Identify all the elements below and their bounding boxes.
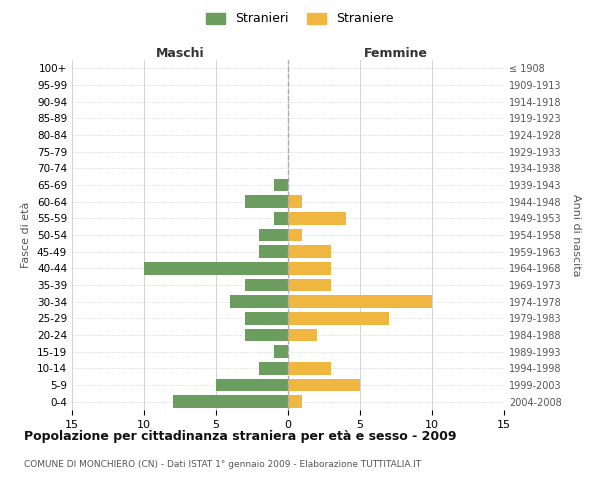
Bar	[216, 379, 288, 391]
Bar	[274, 212, 288, 224]
Bar	[288, 296, 432, 308]
Text: Femmine: Femmine	[364, 47, 428, 60]
Bar	[288, 379, 360, 391]
Bar	[288, 229, 302, 241]
Legend: Stranieri, Straniere: Stranieri, Straniere	[203, 8, 397, 29]
Text: COMUNE DI MONCHIERO (CN) - Dati ISTAT 1° gennaio 2009 - Elaborazione TUTTITALIA.: COMUNE DI MONCHIERO (CN) - Dati ISTAT 1°…	[24, 460, 421, 469]
Bar	[288, 212, 346, 224]
Y-axis label: Fasce di età: Fasce di età	[22, 202, 31, 268]
Bar	[288, 312, 389, 324]
Text: Maschi: Maschi	[155, 47, 205, 60]
Bar	[245, 196, 288, 208]
Bar	[288, 362, 331, 374]
Bar	[144, 262, 288, 274]
Bar	[288, 279, 331, 291]
Bar	[288, 196, 302, 208]
Bar	[245, 279, 288, 291]
Bar	[245, 329, 288, 341]
Bar	[288, 329, 317, 341]
Bar	[288, 262, 331, 274]
Bar	[288, 246, 331, 258]
Bar	[274, 346, 288, 358]
Bar	[259, 246, 288, 258]
Bar	[245, 312, 288, 324]
Bar	[288, 396, 302, 408]
Bar	[259, 362, 288, 374]
Bar	[173, 396, 288, 408]
Bar	[230, 296, 288, 308]
Text: Popolazione per cittadinanza straniera per età e sesso - 2009: Popolazione per cittadinanza straniera p…	[24, 430, 457, 443]
Bar	[259, 229, 288, 241]
Y-axis label: Anni di nascita: Anni di nascita	[571, 194, 581, 276]
Bar	[274, 179, 288, 191]
